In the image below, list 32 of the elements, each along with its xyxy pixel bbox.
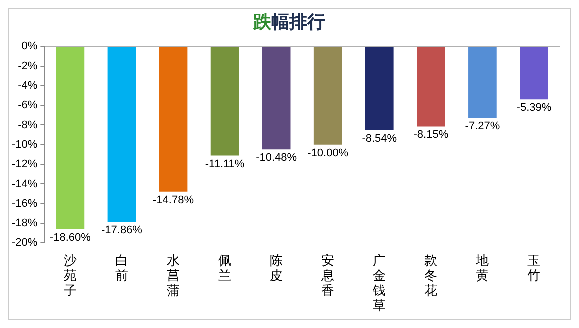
x-tick-label: 沙苑子 [64, 254, 77, 299]
x-tick-label: 款冬花 [424, 254, 438, 299]
y-tick-label: -6% [18, 100, 38, 112]
data-label: -18.60% [50, 232, 92, 244]
x-tick-label: 地黄 [475, 254, 490, 284]
x-tick-label: 白前 [115, 254, 128, 284]
x-tick-label: 广金钱草 [372, 254, 386, 314]
y-tick-label: -14% [12, 178, 38, 190]
x-tick-label: 陈皮 [270, 254, 284, 284]
x-tick-label: 水菖蒲 [167, 254, 180, 299]
data-label: -8.54% [362, 133, 398, 146]
data-label: -7.27% [465, 120, 500, 133]
x-tick-label: 佩兰 [218, 254, 232, 284]
y-tick-label: -18% [12, 218, 38, 230]
y-tick-label: -20% [12, 237, 38, 250]
y-tick-label: -4% [18, 80, 38, 92]
data-label: -17.86% [101, 224, 143, 237]
x-tick-label: 安息香 [320, 253, 335, 299]
data-label: -5.39% [516, 102, 552, 114]
data-label: -8.15% [414, 129, 449, 142]
y-tick-label: -16% [12, 198, 38, 210]
data-label: -10.00% [308, 147, 349, 160]
data-label: -14.78% [153, 194, 194, 206]
data-label: -10.48% [256, 152, 298, 164]
y-tick-label: -2% [18, 60, 38, 72]
y-tick-label: 0% [22, 40, 38, 53]
chart-title: 跌幅排行 [252, 11, 326, 35]
y-tick-label: -10% [12, 138, 38, 151]
data-label: -11.11% [205, 158, 245, 170]
y-tick-label: -8% [18, 119, 38, 132]
x-tick-label: 玉竹 [528, 254, 541, 284]
y-tick-label: -12% [12, 158, 38, 171]
